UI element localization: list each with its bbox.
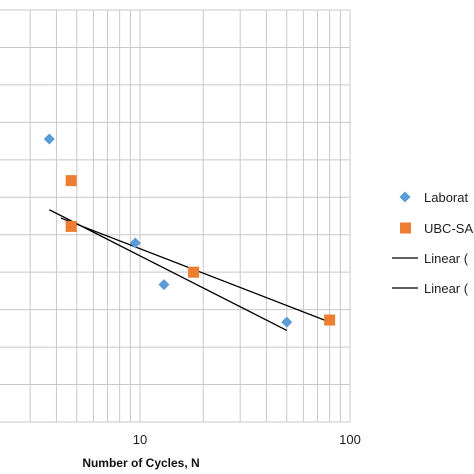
legend-square-swatch bbox=[400, 222, 411, 234]
legend-label: Linear ( bbox=[424, 251, 469, 266]
legend-label: Linear ( bbox=[424, 281, 469, 296]
ubc-sand-point bbox=[65, 175, 77, 187]
laboratory-point bbox=[281, 316, 293, 328]
legend-label: UBC-SA bbox=[424, 221, 473, 236]
legend: Laborat UBC-SA Linear ( Linear ( bbox=[392, 190, 473, 296]
x-tick-label: 100 bbox=[339, 432, 361, 447]
x-tick-label: 10 bbox=[133, 432, 147, 447]
data-points bbox=[43, 133, 336, 328]
ubc-sand-point bbox=[65, 220, 77, 232]
ubc-sand-point bbox=[188, 266, 200, 278]
x-axis-ticks: 10 100 bbox=[133, 432, 361, 447]
laboratory-point bbox=[43, 133, 55, 145]
x-axis-label: Number of Cycles, N bbox=[82, 456, 199, 470]
grid bbox=[0, 9, 351, 423]
ubc-sand-point bbox=[324, 314, 336, 326]
laboratory-point bbox=[158, 279, 170, 291]
trend-line bbox=[49, 209, 288, 332]
legend-diamond-swatch bbox=[399, 191, 411, 203]
legend-label: Laborat bbox=[424, 190, 468, 205]
laboratory-point bbox=[129, 237, 141, 249]
